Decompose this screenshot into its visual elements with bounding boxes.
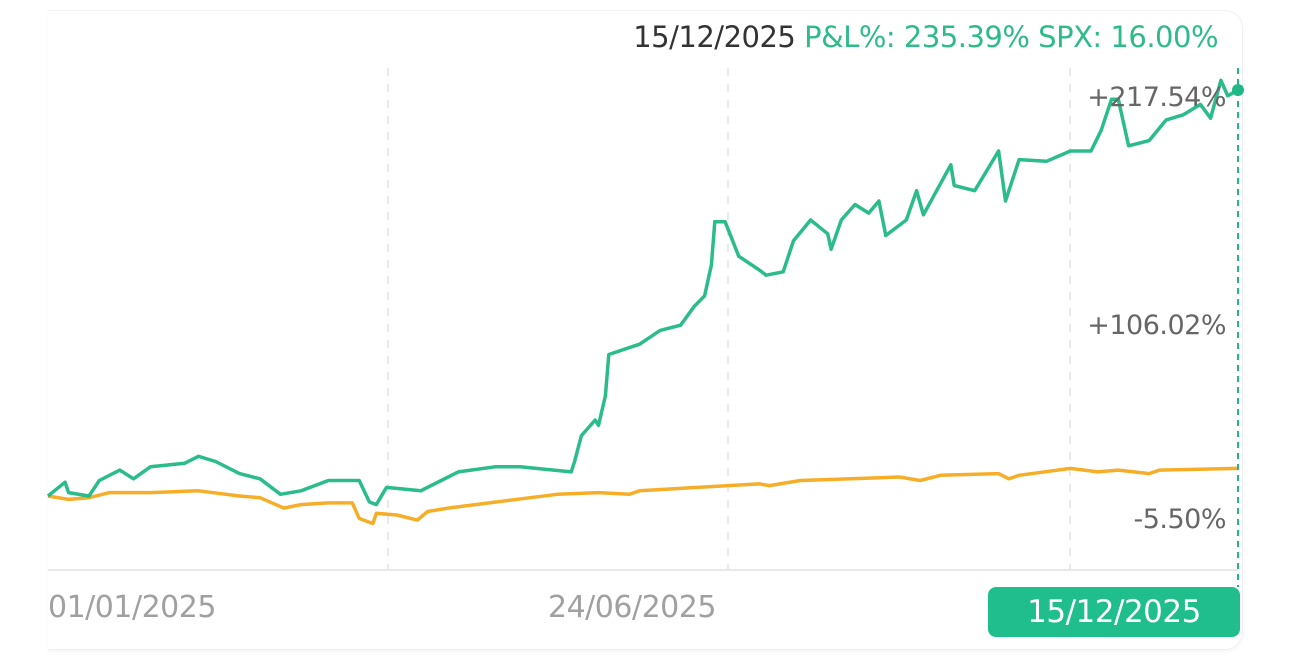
- y-tick-label: +217.54%: [1087, 82, 1226, 113]
- chart-header: 15/12/2025 P&L%: 235.39% SPX: 16.00%: [633, 20, 1218, 54]
- x-tick-label: 01/01/2025: [48, 590, 216, 625]
- header-date: 15/12/2025: [633, 20, 796, 54]
- end-point-marker: [1232, 83, 1244, 96]
- series-line-spx: [47, 466, 1239, 526]
- header-pnl: P&L%: 235.39%: [804, 20, 1030, 54]
- series-line-pl: [46, 78, 1239, 507]
- header-spx: SPX: 16.00%: [1038, 20, 1218, 54]
- selected-date-badge: 15/12/2025: [988, 587, 1240, 637]
- chart-card: [48, 10, 1243, 650]
- y-tick-label: -5.50%: [1133, 504, 1226, 535]
- x-tick-label: 24/06/2025: [548, 590, 716, 625]
- y-tick-label: +106.02%: [1087, 310, 1226, 341]
